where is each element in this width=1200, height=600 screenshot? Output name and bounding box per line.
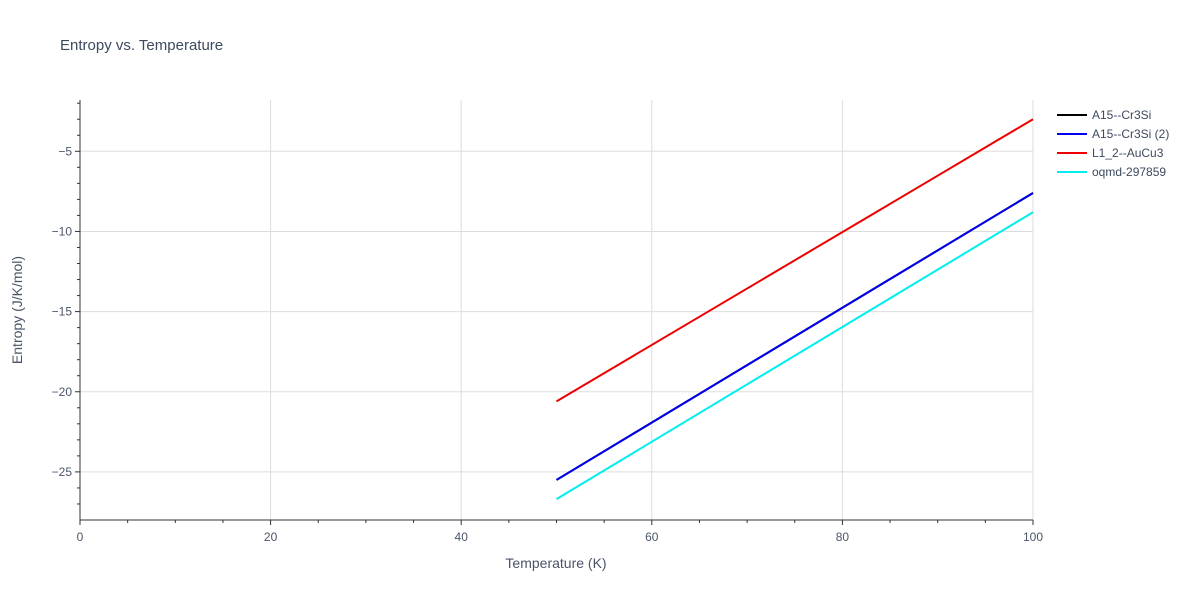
y-axis-title: Entropy (J/K/mol) [9,256,25,364]
x-tick-label: 0 [77,530,84,544]
legend: A15--Cr3Si A15--Cr3Si (2) L1_2--AuCu3 oqmd-… [1057,108,1169,179]
series-line-2 [555,118,1034,403]
y-tick-label: −25 [52,465,73,479]
x-tick-label: 20 [264,530,278,544]
legend-label-1: A15--Cr3Si (2) [1092,127,1169,141]
x-tick-label: 60 [645,530,659,544]
series-line-1 [555,192,1034,481]
series-layer [555,118,1034,501]
axis-layer: 0 20 40 60 80 100 −25 −20 −15 −10 −5 [52,100,1043,544]
chart-title: Entropy vs. Temperature [60,37,223,54]
grid-layer [80,100,1034,520]
legend-label-3: oqmd-297859 [1092,165,1166,179]
x-axis-title: Temperature (K) [505,555,606,571]
y-tick-label: −20 [52,385,73,399]
series-line-3 [555,211,1034,501]
x-tick-label: 40 [455,530,469,544]
legend-label-0: A15--Cr3Si [1092,108,1151,122]
y-tick-label: −10 [52,224,73,238]
legend-label-2: L1_2--AuCu3 [1092,146,1164,160]
x-tick-label: 80 [836,530,850,544]
x-tick-label: 100 [1023,530,1043,544]
y-tick-label: −5 [58,144,72,158]
y-tick-label: −15 [52,305,73,319]
